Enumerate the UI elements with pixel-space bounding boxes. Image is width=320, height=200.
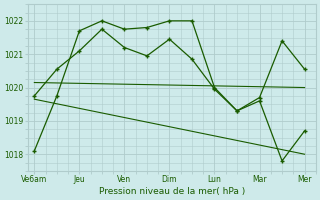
X-axis label: Pression niveau de la mer( hPa ): Pression niveau de la mer( hPa ) bbox=[99, 187, 245, 196]
